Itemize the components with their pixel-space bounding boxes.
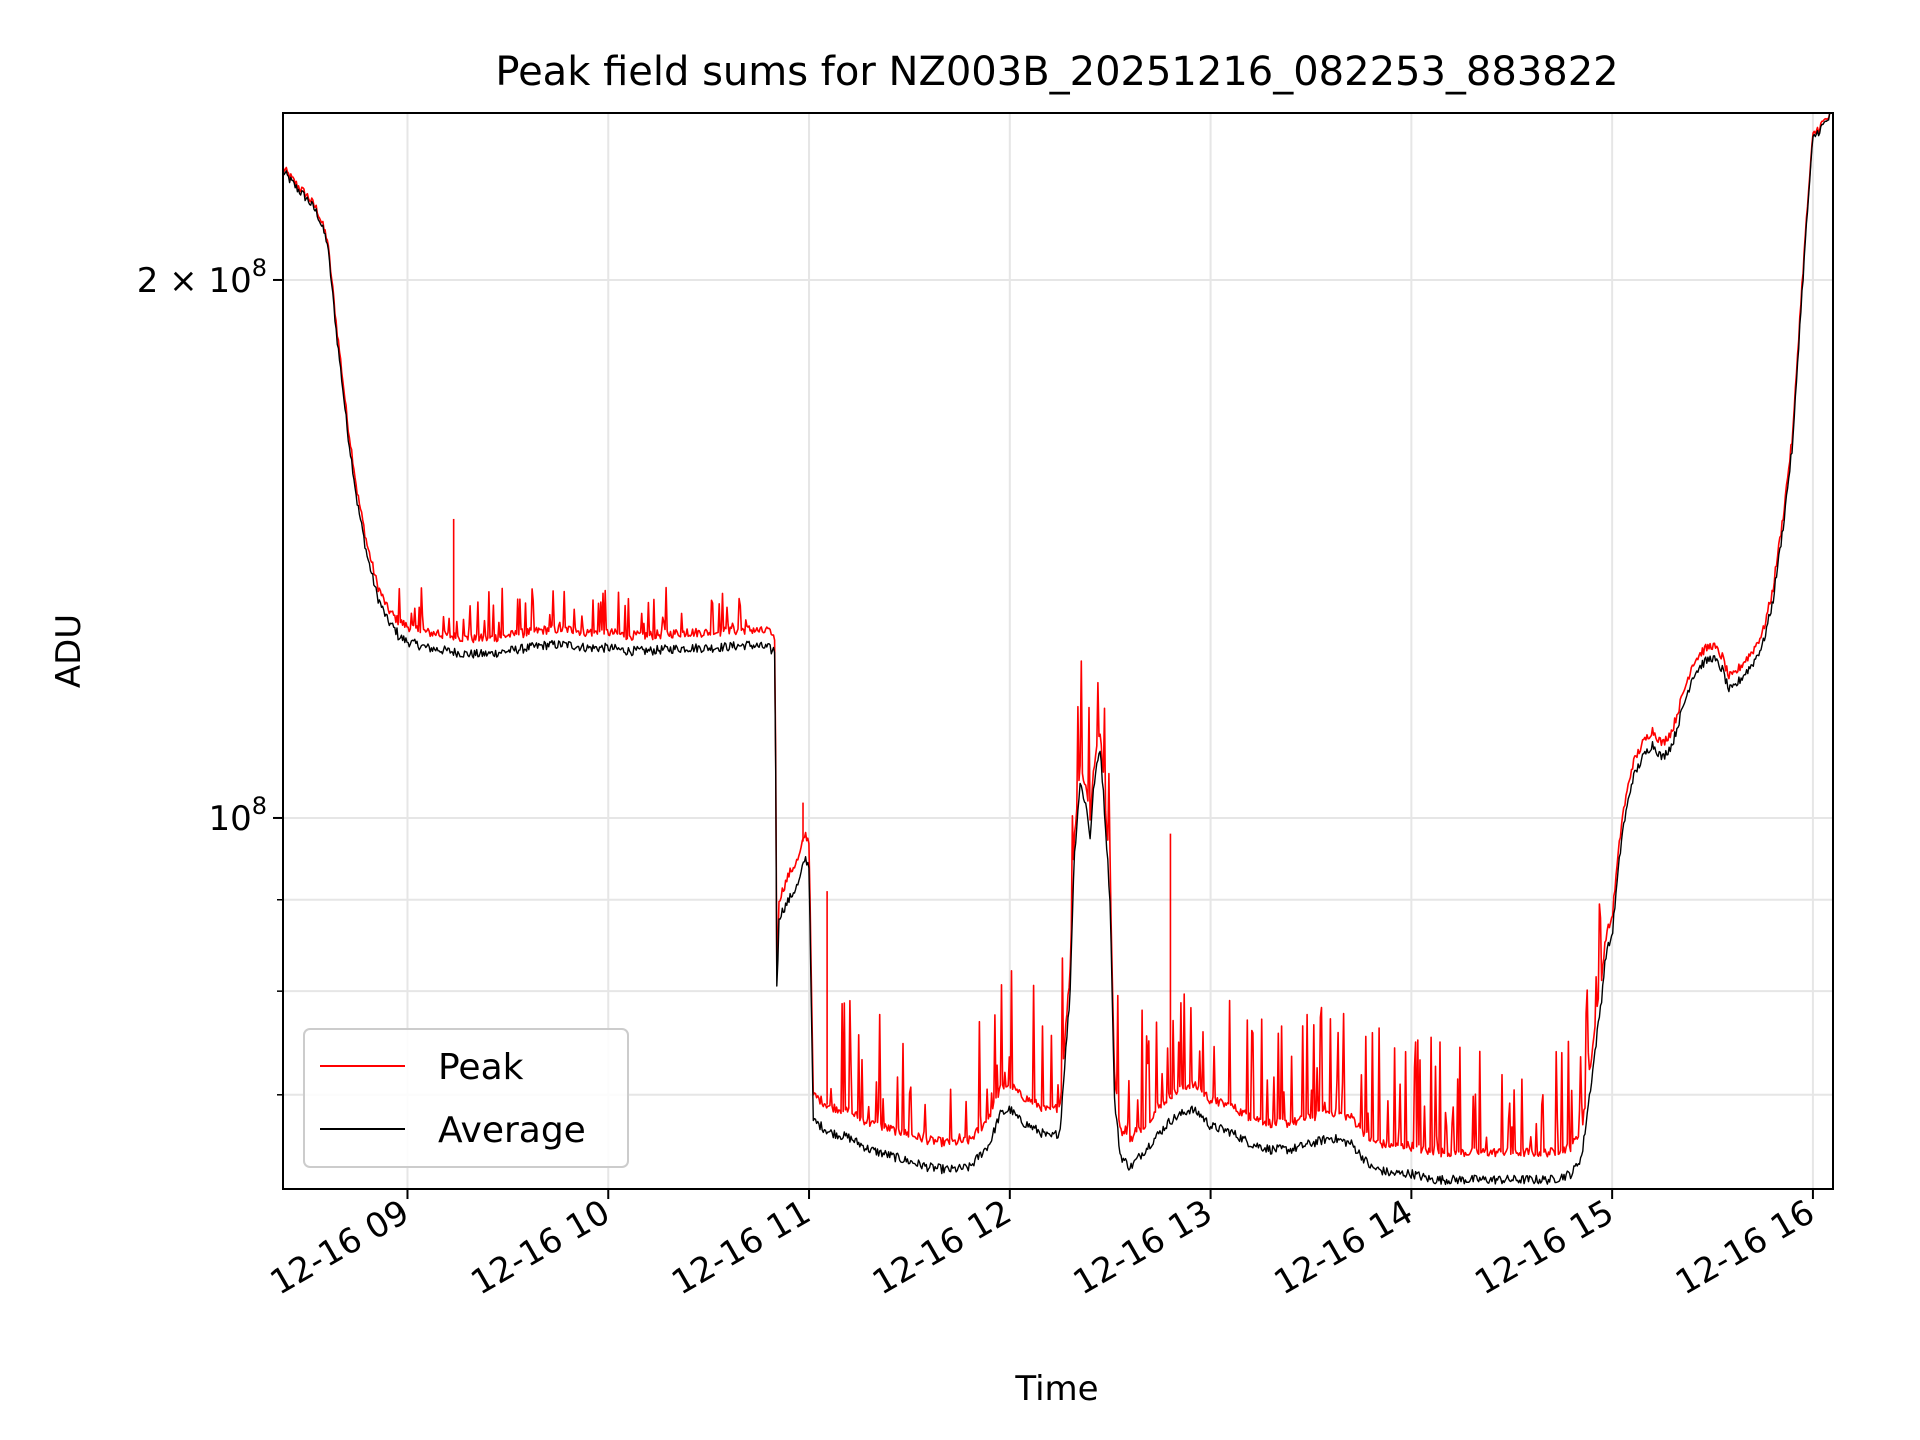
series-layer [282, 112, 1833, 1186]
chart-title: Peak field sums for NZ003B_20251216_0822… [495, 49, 1618, 95]
y-tick-label: 2 × 108 [137, 254, 267, 301]
y-axis: 108 2 × 108 [137, 254, 283, 1096]
y-axis-label: ADU [49, 614, 89, 688]
series-peak-line [282, 112, 1833, 1158]
series-average-line [282, 112, 1833, 1186]
y-tick-label: 108 [208, 792, 267, 839]
legend-average-label: Average [438, 1110, 586, 1151]
x-axis-label: Time [1014, 1369, 1098, 1409]
legend: Peak Average [303, 1028, 629, 1168]
legend-box [303, 1028, 629, 1168]
plot-frame [282, 112, 1834, 1190]
legend-peak-label: Peak [438, 1047, 524, 1088]
